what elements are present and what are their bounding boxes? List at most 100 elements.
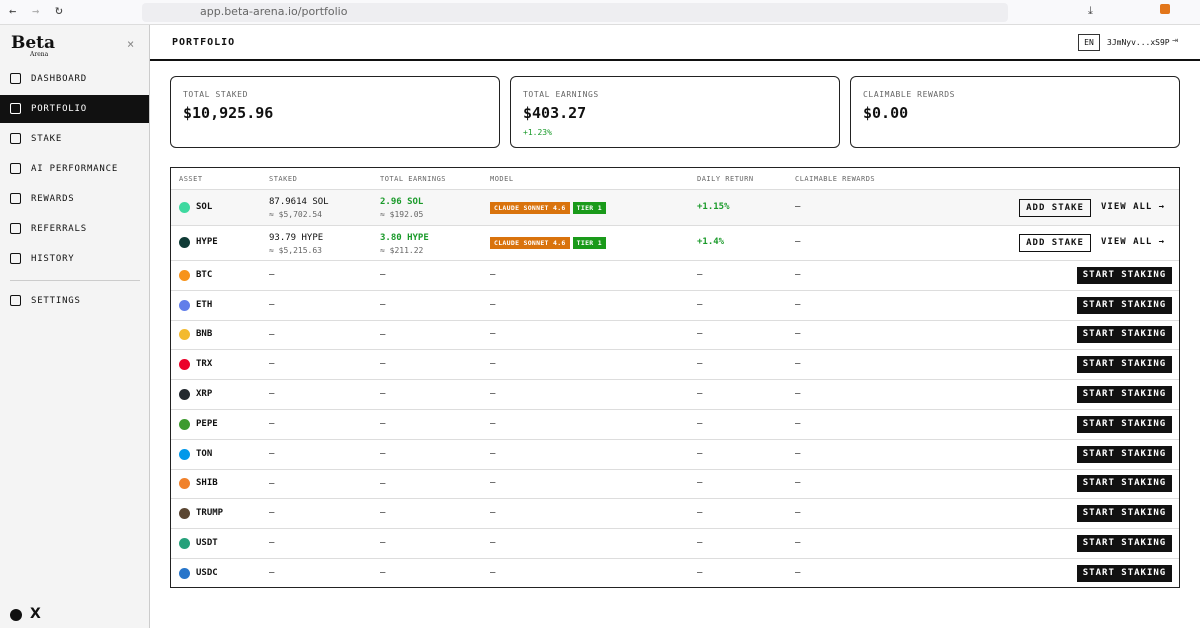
nav-item[interactable]: REWARDS — [0, 185, 149, 213]
table-row: ETH — — — — — START STAKING — [171, 289, 1179, 320]
forward-button[interactable]: → — [32, 4, 40, 18]
logout-icon[interactable]: ⇥ — [1172, 35, 1179, 46]
wallet-address[interactable]: 3JmNyv...xS9P — [1107, 38, 1170, 47]
close-sidebar[interactable]: × — [127, 37, 135, 51]
nav-item[interactable]: AI PERFORMANCE — [0, 155, 149, 183]
asset-icon — [179, 448, 190, 460]
asset-name: HYPE — [196, 237, 218, 248]
earnings-usd: ≈ $211.22 — [380, 245, 424, 255]
daily-return: — — [697, 478, 703, 489]
daily-return: — — [697, 418, 703, 429]
card-value: $10,925.96 — [183, 104, 274, 122]
downloads-icon[interactable]: ⤓ — [1088, 4, 1093, 17]
asset-name: SOL — [196, 201, 213, 212]
model: — — [490, 359, 496, 370]
nav-label: HISTORY — [31, 254, 75, 264]
table-row: SHIB — — — — — START STAKING — [171, 468, 1179, 499]
header: PORTFOLIO EN 3JmNyv...xS9P ⇥ — [150, 25, 1200, 61]
table-row: USDC — — — — — START STAKING — [171, 558, 1179, 588]
asset-icon — [179, 359, 190, 371]
card-label: CLAIMABLE REWARDS — [863, 90, 956, 99]
asset-icon — [179, 299, 190, 311]
staked: — — [269, 508, 275, 519]
add-stake-button[interactable]: ADD STAKE — [1019, 234, 1091, 253]
back-button[interactable]: ← — [9, 4, 17, 18]
asset-name: BNB — [196, 329, 213, 340]
claimable: — — [795, 538, 801, 549]
claimable: — — [795, 508, 801, 519]
main: PORTFOLIO EN 3JmNyv...xS9P ⇥ TOTAL STAKE… — [150, 25, 1200, 628]
nav-item[interactable]: STAKE — [0, 125, 149, 153]
earnings: — — [380, 568, 386, 578]
earnings: — — [380, 508, 386, 519]
daily-return: — — [697, 508, 703, 519]
view-all-link[interactable]: VIEW ALL → — [1101, 201, 1166, 212]
asset-name: TON — [196, 448, 213, 459]
table-row: SOL 87.9614 SOL ≈ $5,702.54 2.96 SOL ≈ $192.… — [171, 189, 1179, 225]
tier-tag: TIER 1 — [572, 201, 606, 214]
asset-name: TRX — [196, 359, 213, 370]
table-row: BTC — — — — — START STAKING — [171, 260, 1179, 290]
model: CLAUDE SONNET 4.6 TIER 1 — [490, 237, 609, 250]
daily-return: — — [697, 567, 703, 578]
nav-item[interactable]: SETTINGS — [0, 287, 149, 315]
browser-toolbar: ← → ↻ app.beta-arena.io/portfolio ⤓ — [0, 0, 1200, 25]
start-staking-button[interactable]: START STAKING — [1077, 475, 1172, 493]
view-all-link[interactable]: VIEW ALL → — [1101, 237, 1166, 248]
staked: — — [269, 478, 275, 489]
asset-name: BTC — [196, 269, 213, 280]
start-staking-button[interactable]: START STAKING — [1077, 386, 1172, 404]
daily-return: +1.15% — [697, 201, 730, 212]
nav-item[interactable]: DASHBOARD — [0, 65, 149, 93]
reload-button[interactable]: ↻ — [55, 3, 63, 18]
nav-item[interactable]: HISTORY — [0, 245, 149, 273]
model-tag: CLAUDE SONNET 4.6 — [490, 201, 570, 214]
staked: 93.79 HYPE — [269, 232, 324, 243]
column-header: TOTAL EARNINGS — [380, 175, 447, 183]
claimable: — — [795, 478, 801, 489]
language: EN — [1084, 38, 1094, 47]
extension-icon[interactable] — [1160, 4, 1170, 14]
asset-name: XRP — [196, 389, 213, 400]
address-bar[interactable]: app.beta-arena.io/portfolio — [142, 3, 1008, 22]
start-staking-button[interactable]: START STAKING — [1077, 564, 1172, 582]
start-staking-button[interactable]: START STAKING — [1077, 266, 1172, 284]
staked: 87.9614 SOL — [269, 197, 329, 207]
card-label: TOTAL STAKED — [183, 90, 248, 99]
nav-label: REWARDS — [31, 194, 75, 204]
start-staking-button[interactable]: START STAKING — [1077, 326, 1172, 344]
start-staking-button[interactable]: START STAKING — [1077, 535, 1172, 553]
asset-icon — [179, 329, 190, 341]
claimable: — — [795, 201, 801, 212]
start-staking-button[interactable]: START STAKING — [1077, 505, 1172, 523]
language-button[interactable]: EN — [1078, 34, 1100, 51]
claimable: — — [795, 448, 801, 459]
staked: — — [269, 568, 275, 578]
telegram-icon[interactable] — [10, 609, 22, 621]
column-header: CLAIMABLE REWARDS — [795, 175, 876, 183]
staked: — — [269, 359, 275, 370]
model: — — [490, 448, 496, 459]
nav-item[interactable]: REFERRALS — [0, 215, 149, 243]
start-staking-button[interactable]: START STAKING — [1077, 356, 1172, 374]
nav-label: REFERRALS — [31, 224, 87, 234]
start-staking-button[interactable]: START STAKING — [1077, 445, 1172, 463]
asset-name: SHIB — [196, 478, 218, 489]
asset-icon — [179, 389, 190, 401]
nav-item[interactable]: PORTFOLIO — [0, 95, 149, 123]
summary-card: CLAIMABLE REWARDS $0.00 — [850, 76, 1180, 148]
add-stake-button[interactable]: ADD STAKE — [1019, 198, 1091, 217]
model: — — [490, 567, 496, 578]
claimable: — — [795, 299, 801, 310]
start-staking-button[interactable]: START STAKING — [1077, 415, 1172, 433]
nav-label: PORTFOLIO — [31, 104, 87, 114]
x-icon[interactable]: X — [30, 606, 41, 622]
nav-label: DASHBOARD — [31, 74, 87, 84]
logo-sub: Arena — [30, 51, 49, 58]
start-staking-button[interactable]: START STAKING — [1077, 296, 1172, 314]
table-row: TON — — — — — START STAKING — [171, 438, 1179, 469]
summary-card: TOTAL EARNINGS $403.27 +1.23% — [510, 76, 840, 148]
staked: — — [269, 448, 275, 459]
staked: — — [269, 538, 275, 549]
nav-label: STAKE — [31, 134, 63, 144]
